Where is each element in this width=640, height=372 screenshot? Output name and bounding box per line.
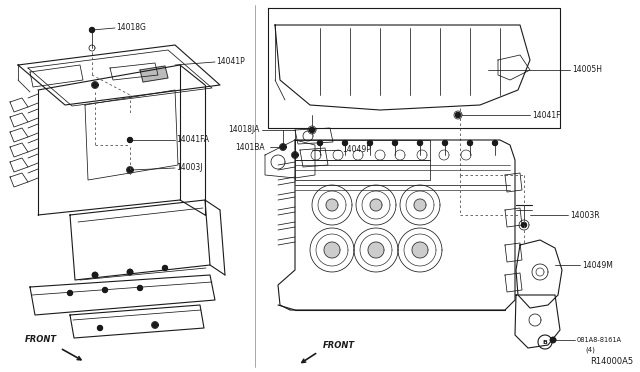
- Polygon shape: [467, 141, 472, 145]
- Polygon shape: [522, 222, 527, 228]
- Polygon shape: [102, 288, 108, 292]
- Polygon shape: [97, 326, 102, 330]
- Polygon shape: [163, 266, 168, 270]
- Polygon shape: [392, 141, 397, 145]
- Polygon shape: [67, 291, 72, 295]
- Polygon shape: [367, 141, 372, 145]
- Polygon shape: [93, 83, 97, 87]
- Polygon shape: [324, 242, 340, 258]
- Polygon shape: [317, 141, 323, 145]
- Polygon shape: [417, 141, 422, 145]
- Polygon shape: [280, 144, 285, 150]
- Text: (4): (4): [585, 347, 595, 353]
- Text: 14018JA: 14018JA: [228, 125, 260, 135]
- Polygon shape: [310, 128, 314, 132]
- Text: FRONT: FRONT: [25, 336, 57, 344]
- Polygon shape: [493, 141, 497, 145]
- Polygon shape: [456, 112, 461, 118]
- Polygon shape: [342, 141, 348, 145]
- Polygon shape: [414, 199, 426, 211]
- Text: 081A8-8161A: 081A8-8161A: [577, 337, 622, 343]
- Polygon shape: [127, 269, 132, 275]
- Text: 14049P: 14049P: [342, 145, 371, 154]
- Polygon shape: [442, 141, 447, 145]
- Text: 14018G: 14018G: [116, 23, 146, 32]
- Text: 14041F: 14041F: [532, 110, 561, 119]
- Text: 14005H: 14005H: [572, 65, 602, 74]
- Polygon shape: [550, 337, 556, 343]
- Polygon shape: [326, 199, 338, 211]
- Polygon shape: [368, 242, 384, 258]
- Polygon shape: [412, 242, 428, 258]
- Text: 1401BA: 1401BA: [236, 142, 265, 151]
- Polygon shape: [127, 138, 132, 142]
- Text: 14003J: 14003J: [176, 164, 202, 173]
- Polygon shape: [127, 167, 132, 173]
- Polygon shape: [292, 153, 298, 157]
- Polygon shape: [140, 66, 168, 82]
- Polygon shape: [93, 273, 97, 278]
- Text: 14041FA: 14041FA: [176, 135, 209, 144]
- Text: B: B: [543, 340, 547, 344]
- Text: R14000A5: R14000A5: [590, 357, 633, 366]
- Polygon shape: [138, 285, 143, 291]
- Text: 14041P: 14041P: [216, 58, 244, 67]
- Polygon shape: [90, 28, 95, 32]
- Polygon shape: [370, 199, 382, 211]
- Text: 14049M: 14049M: [582, 260, 613, 269]
- Polygon shape: [152, 323, 157, 327]
- Text: 14003R: 14003R: [570, 211, 600, 219]
- Text: FRONT: FRONT: [323, 340, 355, 350]
